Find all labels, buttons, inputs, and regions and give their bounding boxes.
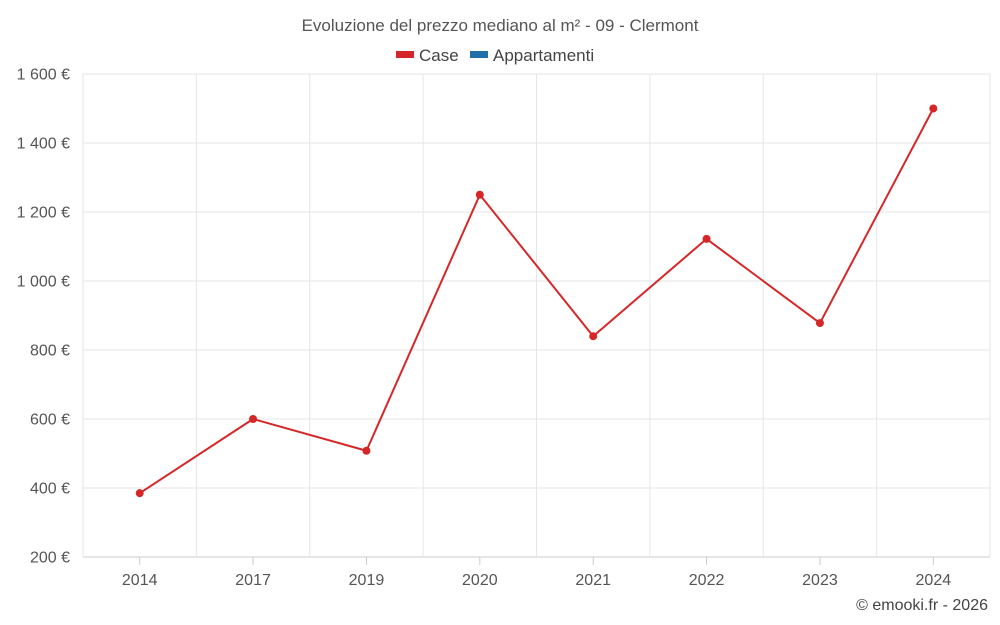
legend-label-case[interactable]: Case (419, 46, 459, 65)
grid (82, 73, 991, 558)
x-tick-label: 2022 (689, 572, 725, 589)
x-tick-label: 2024 (916, 572, 952, 589)
y-tick-label: 1 600 € (17, 67, 70, 84)
x-tick-label: 2020 (462, 572, 498, 589)
data-point[interactable] (135, 489, 144, 498)
legend: Case Appartamenti (396, 46, 594, 65)
y-tick-label: 1 200 € (17, 205, 70, 222)
data-point[interactable] (475, 190, 484, 199)
y-tick-label: 800 € (30, 343, 70, 360)
chart-title: Evoluzione del prezzo mediano al m² - 09… (302, 16, 699, 35)
x-axis: 2014 2017 2019 2020 2021 2022 2023 2024 (122, 557, 951, 589)
legend-swatch-appartamenti[interactable] (470, 51, 488, 58)
data-point[interactable] (362, 446, 371, 455)
y-tick-label: 1 400 € (17, 136, 70, 153)
x-tick-label: 2023 (802, 572, 838, 589)
series-line-case (139, 108, 935, 495)
legend-label-appartamenti[interactable]: Appartamenti (493, 46, 594, 65)
y-tick-label: 400 € (30, 481, 70, 498)
y-axis: 200 € 400 € 600 € 800 € 1 000 € 1 200 € 1 400 … (17, 67, 70, 567)
legend-swatch-case[interactable] (396, 51, 414, 58)
plot-area (135, 104, 938, 498)
data-point[interactable] (815, 319, 824, 328)
y-tick-label: 600 € (30, 412, 70, 429)
x-tick-label: 2021 (575, 572, 611, 589)
credit-text: © emooki.fr - 2026 (856, 597, 988, 614)
data-point[interactable] (702, 234, 711, 243)
data-point[interactable] (249, 415, 258, 423)
x-tick-label: 2017 (235, 572, 271, 589)
y-tick-label: 1 000 € (17, 274, 70, 291)
x-tick-label: 2019 (349, 572, 385, 589)
x-tick-label: 2014 (122, 572, 158, 589)
y-tick-label: 200 € (30, 550, 70, 567)
data-point[interactable] (589, 332, 598, 341)
data-point[interactable] (929, 104, 938, 113)
